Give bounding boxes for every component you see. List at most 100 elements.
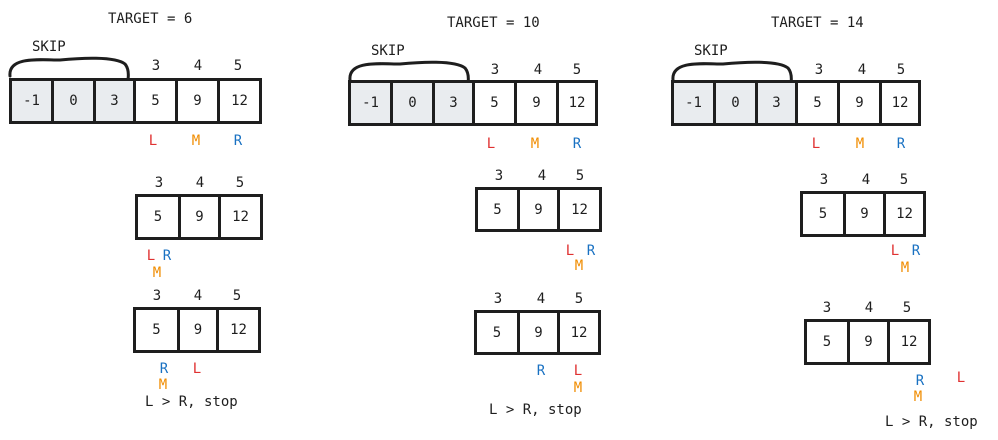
- pointer-left: L: [956, 370, 966, 386]
- array-cell: 9: [837, 80, 882, 126]
- array-cell: 12: [217, 78, 262, 124]
- array-index: 4: [195, 175, 205, 191]
- array-cell: 9: [177, 307, 219, 353]
- array-cell-skipped: 3: [432, 80, 475, 126]
- array-cell: 12: [879, 80, 921, 126]
- array-cell: 5: [474, 310, 520, 355]
- array-index: 4: [533, 62, 543, 78]
- stop-text: L > R, stop: [885, 414, 978, 430]
- panel-title: TARGET = 10: [447, 15, 540, 31]
- pointer-mid: M: [900, 260, 910, 276]
- pointer-right: R: [911, 243, 921, 259]
- pointer-mid: M: [574, 258, 584, 274]
- array-index: 4: [857, 62, 867, 78]
- array-cell: 5: [133, 78, 178, 124]
- array-cell: 9: [514, 80, 559, 126]
- array-cell: 9: [178, 194, 221, 240]
- array-cell-skipped: 3: [93, 78, 136, 124]
- array-cell-skipped: 0: [713, 80, 758, 126]
- array-cell: 5: [800, 191, 846, 237]
- array-index: 5: [235, 175, 245, 191]
- pointer-mid: M: [152, 265, 162, 281]
- pointer-left: L: [148, 133, 158, 149]
- pointer-mid: M: [530, 136, 540, 152]
- array-cell: 5: [135, 194, 181, 240]
- array-cell: 12: [218, 194, 263, 240]
- pointer-mid: M: [855, 136, 865, 152]
- skip-label: SKIP: [694, 43, 728, 59]
- skip-label: SKIP: [371, 43, 405, 59]
- array-index: 3: [154, 175, 164, 191]
- array-cell: 12: [216, 307, 261, 353]
- array-index: 3: [819, 172, 829, 188]
- pointer-right: R: [162, 248, 172, 264]
- skip-brace: [671, 60, 793, 86]
- array-cell: 12: [556, 80, 598, 126]
- array-cell-skipped: -1: [9, 78, 54, 124]
- array-index: 3: [151, 58, 161, 74]
- pointer-right: R: [233, 133, 243, 149]
- array-cell: 5: [133, 307, 180, 353]
- array-cell: 9: [847, 319, 890, 365]
- pointer-mid: M: [158, 377, 168, 393]
- pointer-right: R: [572, 136, 582, 152]
- pointer-mid: M: [191, 133, 201, 149]
- array-cell: 12: [557, 187, 602, 232]
- array-cell: 9: [517, 310, 560, 355]
- array-index: 4: [864, 300, 874, 316]
- array-index: 5: [574, 291, 584, 307]
- array-cell: 9: [517, 187, 560, 232]
- array-index: 4: [193, 288, 203, 304]
- array-index: 5: [572, 62, 582, 78]
- array-index: 4: [861, 172, 871, 188]
- array-cell-skipped: -1: [348, 80, 393, 126]
- skip-brace: [8, 56, 130, 82]
- array-index: 3: [152, 288, 162, 304]
- array-index: 5: [232, 288, 242, 304]
- array-cell-skipped: 3: [755, 80, 798, 126]
- stop-text: L > R, stop: [145, 394, 238, 410]
- array-index: 5: [899, 172, 909, 188]
- pointer-right: R: [536, 363, 546, 379]
- skip-brace: [348, 60, 470, 86]
- array-index: 5: [575, 168, 585, 184]
- array-cell: 12: [887, 319, 931, 365]
- array-index: 3: [490, 62, 500, 78]
- pointer-right: R: [159, 361, 169, 377]
- pointer-left: L: [890, 243, 900, 259]
- array-index: 3: [814, 62, 824, 78]
- array-cell: 9: [843, 191, 886, 237]
- panel-title: TARGET = 6: [108, 11, 193, 27]
- pointer-right: R: [586, 243, 596, 259]
- array-index: 5: [902, 300, 912, 316]
- pointer-left: L: [486, 136, 496, 152]
- pointer-mid: M: [913, 389, 923, 405]
- pointer-left: L: [146, 248, 156, 264]
- array-index: 5: [233, 58, 243, 74]
- array-index: 4: [536, 291, 546, 307]
- pointer-left: L: [565, 243, 575, 259]
- array-cell: 12: [883, 191, 926, 237]
- stop-text: L > R, stop: [489, 402, 582, 418]
- array-cell: 9: [175, 78, 220, 124]
- pointer-left: L: [573, 363, 583, 379]
- array-index: 3: [493, 291, 503, 307]
- array-cell-skipped: 0: [51, 78, 96, 124]
- array-index: 3: [822, 300, 832, 316]
- array-cell: 5: [472, 80, 517, 126]
- skip-label: SKIP: [32, 39, 66, 55]
- array-index: 5: [896, 62, 906, 78]
- array-cell: 5: [804, 319, 850, 365]
- pointer-right: R: [896, 136, 906, 152]
- pointer-right: R: [915, 373, 925, 389]
- pointer-left: L: [811, 136, 821, 152]
- array-index: 4: [193, 58, 203, 74]
- array-cell-skipped: 0: [390, 80, 435, 126]
- array-index: 3: [494, 168, 504, 184]
- pointer-mid: M: [573, 380, 583, 396]
- array-index: 4: [537, 168, 547, 184]
- panel-title: TARGET = 14: [771, 15, 864, 31]
- array-cell: 5: [795, 80, 840, 126]
- pointer-left: L: [192, 361, 202, 377]
- array-cell: 12: [557, 310, 601, 355]
